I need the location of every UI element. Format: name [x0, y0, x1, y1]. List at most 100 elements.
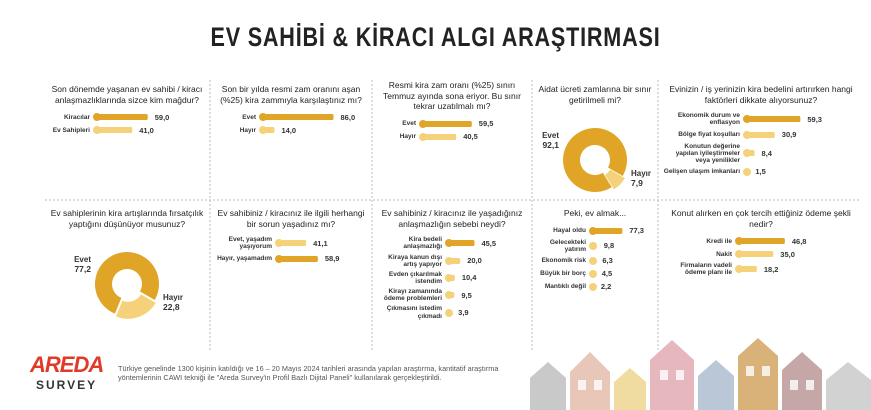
logo-subtitle: SURVEY — [36, 378, 98, 392]
bar — [593, 270, 595, 277]
value-label: 1,5 — [755, 167, 766, 177]
value-label: 45,5 — [481, 238, 497, 248]
bar — [449, 257, 461, 264]
value-label: 59,0 — [154, 112, 170, 122]
bar — [593, 257, 596, 264]
bar-track — [735, 250, 774, 259]
bar-row: Gelişen ulaşım imkanları 1,5 — [662, 167, 860, 177]
bar — [747, 116, 801, 123]
donut-slice — [605, 169, 625, 190]
bar — [279, 240, 307, 247]
category-label: Hayır — [399, 133, 416, 141]
value-label: 46,8 — [791, 236, 807, 246]
bar — [747, 150, 755, 157]
category-label: Evden çıkarılmak istendim — [388, 270, 442, 285]
category-label: Ekonomik durum ve enflasyon — [677, 112, 740, 127]
category-label: Ekonomik risk — [541, 257, 586, 265]
bar-track — [93, 113, 148, 122]
bar-track — [735, 237, 785, 246]
bar-row: Mantıklı değil 2,2 — [536, 282, 654, 292]
value-label: 40,5 — [463, 132, 478, 142]
chart-panel: Son bir yılda resmi zam oranını aşan (%2… — [214, 84, 368, 138]
bar — [279, 255, 318, 262]
bar-row: Büyük bir borç 4,5 — [536, 269, 654, 279]
category-label: Kredi ile — [706, 237, 732, 245]
bar-track — [419, 132, 457, 141]
bar-track — [93, 126, 133, 135]
bar — [747, 131, 775, 138]
category-label: Evet — [542, 131, 559, 140]
category-label: Kiraya kanun dışı artış yapıyor — [388, 253, 442, 268]
bar-row: Ekonomik risk 6,3 — [536, 256, 654, 266]
value-label: 14,0 — [281, 125, 297, 135]
category-label: Bölge fiyat koşulları — [678, 130, 740, 138]
donut-slice — [115, 294, 156, 320]
value-label: 18,2 — [763, 264, 779, 274]
bar-track — [743, 167, 751, 176]
chart-question: Resmi kira zam oranı (%25) sınırı Temmuz… — [383, 80, 521, 112]
chart-panel: Ev sahiplerinin kira artışlarında fırsat… — [48, 208, 206, 336]
value-label: 86,0 — [340, 112, 356, 122]
category-label: Hayır — [163, 293, 183, 302]
bar-track — [743, 149, 755, 158]
houses — [530, 338, 871, 410]
category-label: Evet — [402, 120, 416, 128]
logo-name: AREDA — [30, 352, 104, 377]
bar-track — [259, 126, 275, 135]
bar-track — [589, 241, 597, 250]
bar-row: Hayır 14,0 — [214, 125, 368, 135]
bar-row: Evet 59,5 — [376, 119, 528, 129]
category-label: Kira bedeli anlaşmazlığı — [403, 236, 442, 251]
bar — [263, 127, 275, 134]
value-label: 22,8 — [163, 302, 180, 312]
chart-question: Peki, ev almak... — [563, 208, 627, 218]
category-label: Hayır — [239, 126, 256, 134]
chart-question: Evinizin / iş yerinizin kira bedelini ar… — [669, 84, 853, 105]
bar-row: Hayır, yaşamadım 58,9 — [214, 254, 368, 264]
value-label: 59,3 — [807, 114, 822, 124]
category-label: Gelecekteki yatırım — [549, 238, 586, 253]
value-label: 6,3 — [602, 256, 613, 266]
value-label: 35,0 — [780, 249, 795, 259]
chart-panel: Konut alırken en çok tercih ettiğiniz öd… — [662, 208, 860, 280]
value-label: 41,0 — [139, 125, 154, 135]
bar-track — [735, 265, 757, 274]
value-label: 77,3 — [629, 226, 644, 236]
value-label: 8,4 — [761, 148, 772, 158]
bar-row: Çıkmasını istedim çıkmadı 3,9 — [376, 305, 528, 319]
bar — [423, 120, 472, 127]
bar-row: Konutun değerine yapılan iyileştirmeler … — [662, 143, 860, 164]
bar-row: Hayal oldu 77,3 — [536, 226, 654, 236]
bar-track — [743, 115, 801, 124]
chart-panel: Peki, ev almak... Hayal oldu 77,3 Gelecekte… — [536, 208, 654, 295]
donut-slice — [95, 252, 159, 314]
bar-track — [259, 113, 334, 122]
category-label: Ev Sahipleri — [52, 126, 90, 134]
bar — [97, 114, 148, 121]
bar-track — [445, 239, 475, 248]
bar — [449, 309, 452, 316]
category-label: Konutun değerine yapılan iyileştirmeler … — [675, 142, 740, 164]
bar — [739, 251, 774, 258]
bar-track — [445, 273, 455, 282]
value-label: 2,2 — [600, 282, 612, 292]
bar — [449, 292, 455, 299]
category-label: Büyük bir borç — [540, 270, 586, 278]
chart-panel: Resmi kira zam oranı (%25) sınırı Temmuz… — [376, 80, 528, 145]
chart-panel: Son dönemde yaşanan ev sahibi / kiracı a… — [48, 84, 206, 138]
bar — [97, 127, 133, 134]
category-label: Çıkmasını istedim çıkmadı — [386, 305, 442, 320]
bar-row: Ev Sahipleri 41,0 — [48, 125, 206, 135]
category-label: Hayır — [631, 169, 651, 178]
bar-row: Gelecekteki yatırım 9,8 — [536, 239, 654, 253]
chart-panel: Aidat ücreti zamlarına bir sınır getiril… — [536, 84, 654, 212]
value-label: 92,1 — [542, 140, 559, 150]
chart-panel: Ev sahibiniz / kiracınız ile yaşadığınız… — [376, 208, 528, 323]
bar — [449, 240, 475, 247]
chart-question: Aidat ücreti zamlarına bir sınır getiril… — [538, 84, 652, 105]
value-label: 59,5 — [478, 119, 494, 129]
chart-panel: Ev sahibiniz / kiracınız ile ilgili herh… — [214, 208, 368, 267]
